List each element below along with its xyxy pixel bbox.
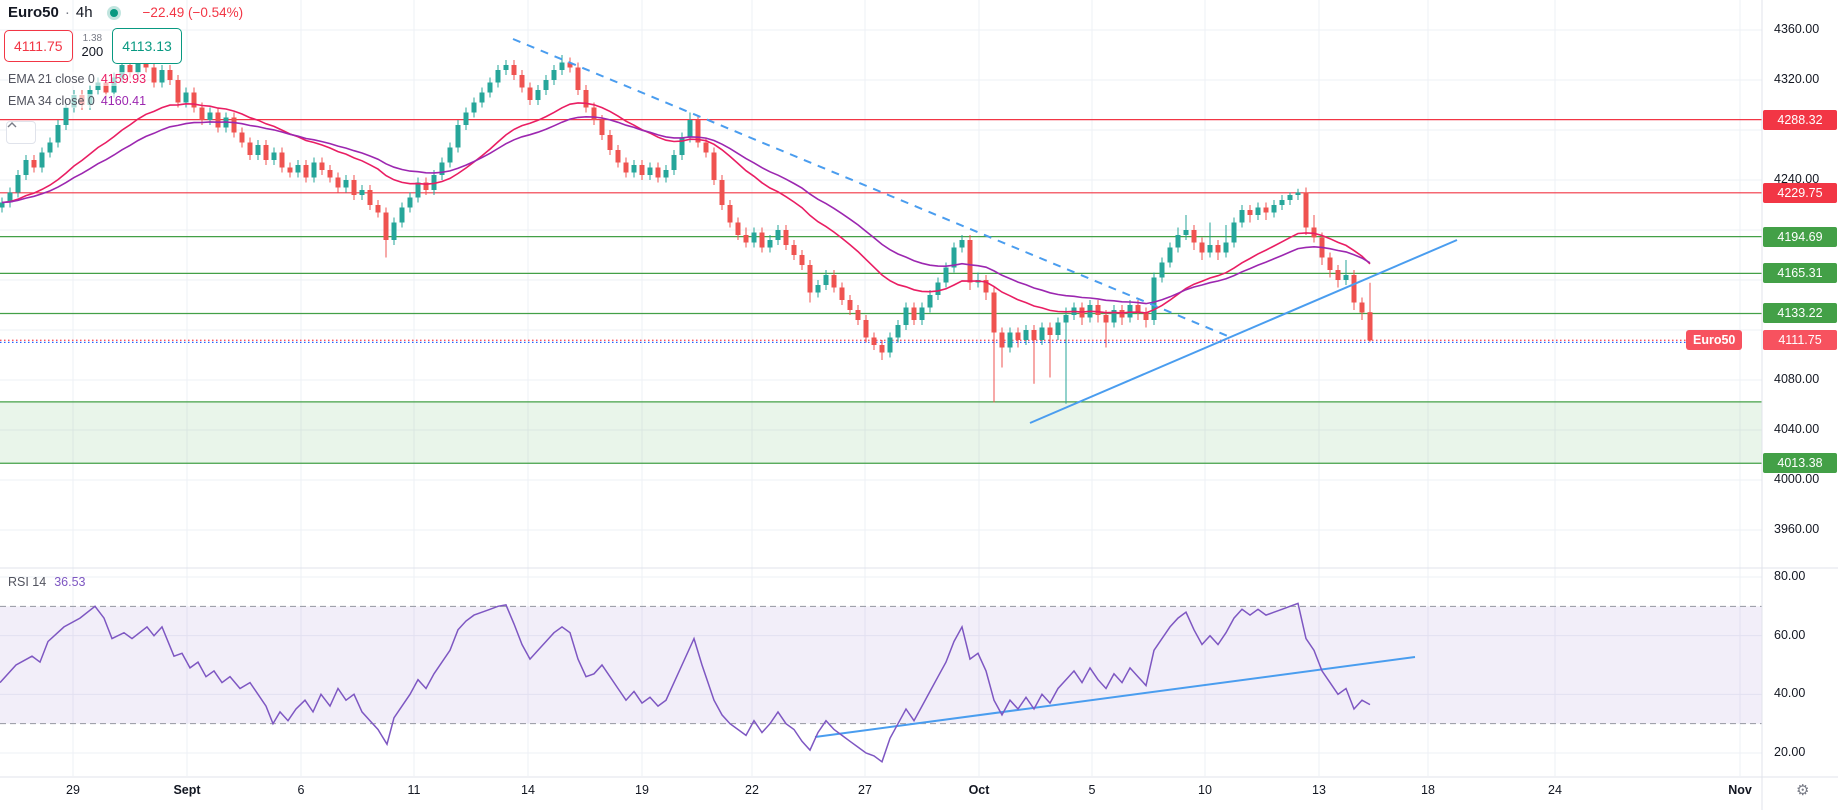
time-axis-label: 27 [858, 783, 872, 797]
rsi-legend[interactable]: RSI 14 36.53 [8, 575, 86, 589]
last-price-lines [0, 339, 1686, 344]
title-separator: · [64, 4, 70, 21]
price-level-badge: 4013.38 [1763, 453, 1837, 474]
last-price-badge: 4111.75 [1763, 330, 1837, 351]
time-axis-label: 19 [635, 783, 649, 797]
rsi-axis-label: 60.00 [1774, 627, 1806, 642]
price-axis-label: 4320.00 [1774, 72, 1820, 86]
market-status-icon[interactable] [106, 5, 121, 20]
price-axis[interactable]: 4360.00 4320.00 4240.00 4080.00 4040.00 4000.… [1763, 0, 1838, 810]
price-axis-label: 4360.00 [1774, 22, 1820, 36]
price-axis-label: 4080.00 [1774, 372, 1820, 386]
time-axis-label: 22 [745, 783, 759, 797]
time-axis-label: 10 [1198, 783, 1212, 797]
last-price-symbol-tag: Euro50 [1686, 330, 1743, 351]
time-axis-label: Nov [1728, 783, 1752, 797]
gridlines [0, 0, 1762, 776]
change-value: −22.49 (−0.54%) [142, 5, 244, 20]
time-axis-label: Sept [173, 783, 201, 797]
time-axis[interactable]: 29 Sept 6 11 14 19 22 27 Oct 5 10 13 18 24 Nov [0, 777, 1762, 810]
time-axis-label: 5 [1088, 783, 1096, 797]
price-axis-label: 4000.00 [1774, 472, 1820, 486]
price-level-badge: 4165.31 [1763, 263, 1837, 284]
chevron-up-icon [7, 122, 17, 128]
rsi-line [0, 602, 1371, 764]
ema21-legend[interactable]: EMA 21 close 0 4159.93 [8, 72, 147, 86]
axis-settings-icon[interactable]: ⚙ [1796, 782, 1810, 799]
price-axis-label: 3960.00 [1774, 522, 1820, 536]
price-level-badge: 4133.22 [1763, 303, 1837, 324]
sell-button[interactable]: 4111.75 [4, 30, 73, 62]
demand-zone [0, 401, 1762, 464]
price-axis-label: 4040.00 [1774, 422, 1820, 436]
spread-value: 1.38 [82, 33, 103, 44]
time-axis-label: 18 [1421, 783, 1435, 797]
price-axis-label: 4240.00 [1774, 172, 1820, 186]
price-level-badge: 4229.75 [1763, 182, 1837, 203]
time-axis-label: Oct [968, 783, 990, 797]
time-axis-label: 24 [1548, 783, 1562, 797]
rsi-value: 36.53 [54, 575, 86, 589]
ema21-label: EMA 21 close 0 [8, 72, 95, 86]
time-axis-label: 14 [521, 783, 535, 797]
chart-legend: Euro50 · 4h −22.49 (−0.54%) [8, 4, 243, 21]
rsi-band [0, 605, 1762, 725]
ema-lines [1, 102, 1371, 314]
time-axis-label: 11 [407, 783, 421, 797]
rsi-axis-label: 40.00 [1774, 686, 1806, 701]
ema21-value: 4159.93 [100, 72, 147, 86]
time-axis-label: 6 [297, 783, 305, 797]
trendlines [512, 38, 1458, 738]
ema34-label: EMA 34 close 0 [8, 94, 95, 108]
buy-button[interactable]: 4113.13 [112, 28, 182, 64]
candles-layer [0, 55, 1373, 404]
time-axis-label: 13 [1312, 783, 1326, 797]
ema34-value: 4160.41 [100, 94, 147, 108]
price-level-badge: 4288.32 [1763, 109, 1837, 130]
rsi-label: RSI 14 [8, 575, 47, 589]
trade-widget: 4111.75 1.38 200 4113.13 [4, 28, 182, 64]
rsi-axis-label: 80.00 [1774, 569, 1806, 583]
price-level-badge: 4194.69 [1763, 226, 1837, 247]
symbol-title[interactable]: Euro50 [8, 4, 59, 21]
collapse-legend-button[interactable] [6, 121, 36, 144]
rsi-axis-label: 20.00 [1774, 744, 1806, 759]
time-axis-label: 29 [66, 783, 80, 797]
interval-label[interactable]: 4h [75, 4, 93, 21]
ema34-legend[interactable]: EMA 34 close 0 4160.41 [8, 94, 147, 108]
quantity-field[interactable]: 200 [78, 44, 107, 59]
